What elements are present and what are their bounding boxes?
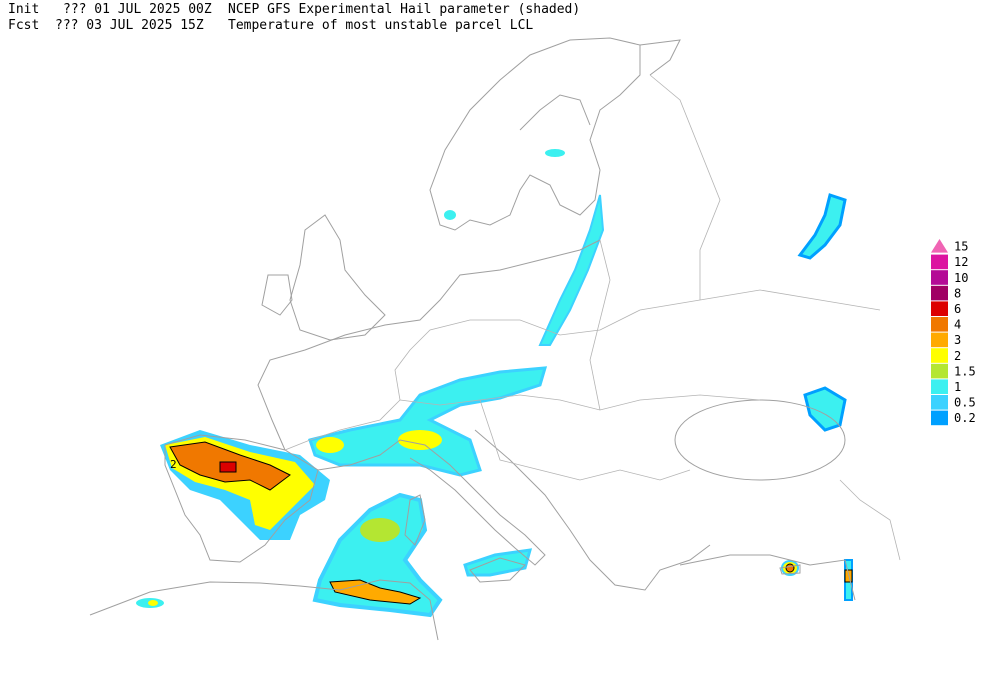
legend-label: 10 (954, 271, 968, 285)
shade (538, 194, 605, 346)
coast (317, 439, 546, 566)
coast (289, 214, 386, 341)
legend-label: 0.5 (954, 396, 976, 410)
border (399, 394, 761, 411)
coast (257, 239, 601, 451)
legend-swatch (931, 317, 948, 332)
legend-swatch (931, 363, 948, 379)
shade (803, 386, 847, 432)
subtitle: Temperature of most unstable parcel LCL (228, 18, 533, 33)
legend-swatch (931, 285, 948, 301)
shade (463, 548, 533, 577)
legend-swatch (931, 239, 948, 253)
legend-label: 1 (954, 380, 961, 394)
legend-label: 0.2 (954, 411, 976, 425)
legend-swatch (931, 301, 948, 316)
legend-swatch (931, 254, 948, 270)
fcst-time: ??? 03 JUL 2025 15Z (55, 18, 204, 33)
legend-label: 8 (954, 286, 961, 300)
shade (308, 366, 548, 477)
coast (779, 564, 801, 575)
shade (398, 430, 442, 450)
borders (284, 74, 901, 561)
border (284, 289, 881, 451)
border (839, 479, 901, 561)
fcst-label: Fcst (8, 18, 39, 33)
shade (360, 518, 400, 542)
coastlines (89, 37, 856, 641)
shade (444, 210, 456, 220)
coast (261, 274, 293, 316)
title: NCEP GFS Experimental Hail parameter (sh… (228, 2, 580, 17)
legend-label: 15 (954, 240, 968, 254)
coast (469, 557, 526, 583)
shade (785, 563, 795, 573)
coast (639, 39, 681, 76)
legend-label: 2 (954, 349, 961, 363)
contour-label: 2 (170, 458, 177, 471)
coast (474, 429, 711, 591)
coast (164, 434, 319, 563)
legend-swatch (931, 379, 948, 394)
legend-swatch (931, 395, 948, 410)
coast (429, 37, 641, 231)
legend-swatch (931, 410, 948, 426)
shade (797, 193, 847, 260)
shade (545, 149, 565, 157)
shade (219, 461, 237, 473)
shaded-areas (136, 149, 853, 618)
coast (519, 94, 591, 131)
legend-label: 6 (954, 302, 961, 316)
shade (329, 579, 422, 605)
border (589, 239, 611, 411)
coast (404, 494, 426, 546)
init-time: ??? 01 JUL 2025 00Z (63, 2, 212, 17)
shade (316, 437, 344, 453)
coast (679, 554, 856, 601)
border (479, 399, 691, 481)
border (649, 74, 721, 300)
coast (89, 579, 439, 641)
init-label: Init (8, 2, 39, 17)
legend-swatch (931, 270, 948, 285)
legend-label: 1.5 (954, 364, 976, 378)
header: Init ??? 01 JUL 2025 00Z NCEP GFS Experi… (8, 2, 580, 33)
legend-swatch (931, 348, 948, 363)
legend-label: 12 (954, 255, 968, 269)
legend-label: 3 (954, 333, 961, 347)
shade (148, 600, 158, 606)
legend-swatch (931, 332, 948, 348)
legend-label: 4 (954, 318, 961, 332)
